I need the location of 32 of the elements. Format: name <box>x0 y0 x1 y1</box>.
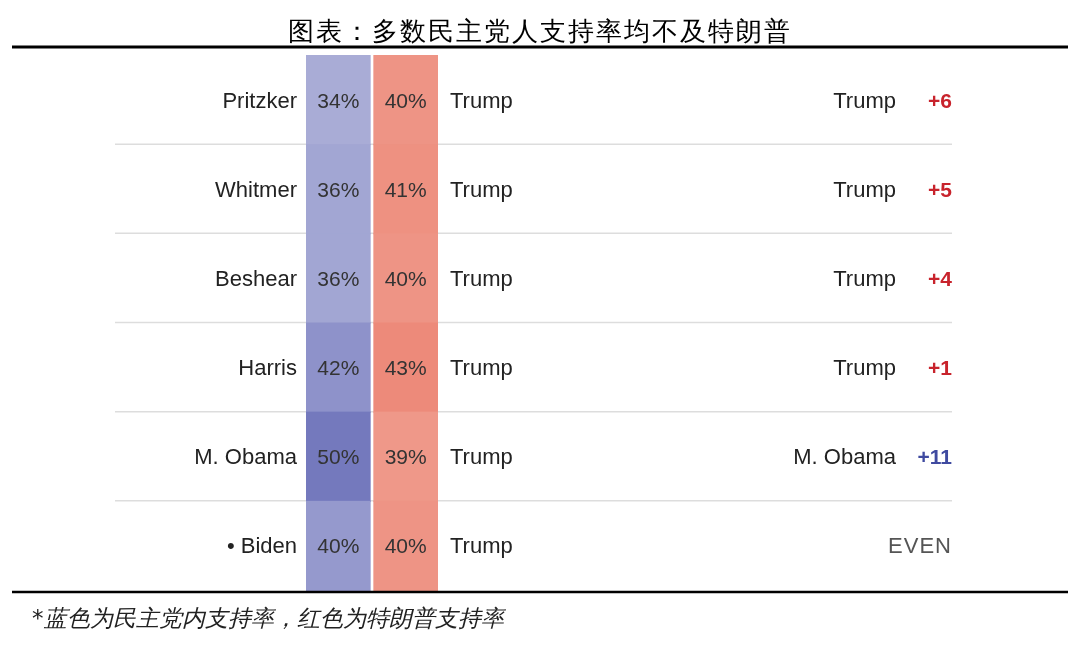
category-label: Trump +6 <box>833 87 952 113</box>
text: Trump <box>450 355 513 381</box>
y2-tick-label: M. Obama +11 <box>793 444 953 470</box>
text: Trump <box>450 444 513 470</box>
data-label: 50% <box>317 445 360 469</box>
text: Trump <box>450 176 513 202</box>
data-label: 39% <box>384 445 427 469</box>
text: 图表：多数民主党人支持率均不及特朗普 <box>288 16 792 46</box>
data-label: 43% <box>384 356 427 380</box>
category-label: Trump +1 <box>833 355 952 381</box>
data-label: 36% <box>317 266 360 290</box>
text: Trump <box>450 265 513 291</box>
data-label: 40% <box>384 266 427 290</box>
data-label: 36% <box>317 177 360 201</box>
y2-tick-label: EVEN <box>888 533 952 559</box>
data-label: 42% <box>317 356 360 380</box>
y-tick-label: Harris <box>238 355 297 381</box>
category-label: Trump +4 <box>833 265 952 291</box>
category-label: Trump +5 <box>833 176 952 202</box>
text: Trump <box>450 533 513 559</box>
text: Trump <box>450 87 513 113</box>
y-tick-label: Pritzker <box>222 87 297 113</box>
data-label: 40% <box>317 534 360 558</box>
data-label: 41% <box>384 177 427 201</box>
y-tick-label: • Biden <box>226 533 297 559</box>
data-label: 40% <box>384 534 427 558</box>
y-tick-label: Whitmer <box>215 176 297 202</box>
y-tick-label: M. Obama <box>194 444 298 470</box>
data-label: 40% <box>384 88 427 112</box>
y-tick-label: Beshear <box>215 265 297 291</box>
data-label: 34% <box>317 88 360 112</box>
text: *蓝色为民主党内支持率，红色为特朗普支持率 <box>32 605 507 631</box>
